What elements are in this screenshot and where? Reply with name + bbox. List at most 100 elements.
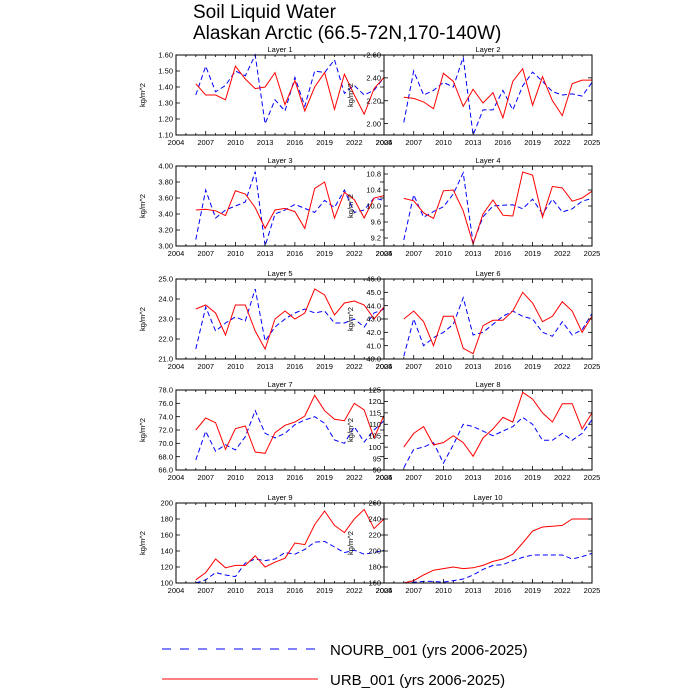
x-tick-label: 2010 (227, 473, 244, 482)
x-tick-label: 2004 (168, 138, 185, 147)
panel-title: Layer 3 (267, 156, 292, 165)
y-tick-label: 40.0 (366, 355, 381, 364)
y-tick-label: 90 (373, 466, 381, 475)
series-urb-line (195, 508, 385, 581)
y-tick-label: 21.0 (158, 355, 173, 364)
y-tick-label: 74.0 (158, 412, 173, 421)
y-axis-label: kg/m^2 (346, 307, 355, 331)
x-tick-label: 2019 (524, 473, 541, 482)
y-tick-label: 160 (160, 531, 173, 540)
y-tick-label: 260 (368, 499, 381, 508)
y-axis-label: kg/m^2 (138, 194, 147, 218)
panel-title: Layer 8 (475, 380, 500, 389)
x-tick-label: 2004 (168, 249, 185, 258)
y-axis-label: kg/m^2 (346, 83, 355, 107)
legend-nourb-label: NOURB_001 (yrs 2006-2025) (330, 642, 528, 659)
x-tick-label: 2019 (316, 586, 333, 595)
x-tick-label: 2004 (376, 586, 393, 595)
x-tick-label: 2007 (405, 473, 422, 482)
y-tick-label: 115 (369, 409, 381, 418)
x-tick-label: 2013 (257, 138, 274, 147)
series-nourb-line (403, 416, 593, 468)
x-tick-label: 2016 (495, 249, 512, 258)
legend: NOURB_001 (yrs 2006-2025) URB_001 (yrs 2… (162, 642, 528, 689)
y-tick-label: 140 (160, 547, 173, 556)
y-tick-label: 3.60 (158, 194, 173, 203)
y-tick-label: 95 (373, 454, 381, 463)
x-tick-label: 2022 (554, 362, 571, 371)
x-tick-label: 2025 (376, 138, 393, 147)
x-tick-label: 2022 (346, 362, 363, 371)
x-tick-label: 2016 (495, 138, 512, 147)
y-tick-label: 2.20 (366, 96, 381, 105)
y-tick-label: 1.50 (158, 67, 173, 76)
y-tick-label: 1.40 (158, 83, 173, 92)
x-tick-label: 2019 (316, 249, 333, 258)
x-tick-label: 2022 (554, 138, 571, 147)
y-tick-label: 100 (160, 579, 173, 588)
x-tick-label: 2013 (257, 249, 274, 258)
y-tick-label: 22.0 (158, 335, 173, 344)
series-urb-line (403, 291, 593, 355)
x-tick-label: 2025 (376, 249, 393, 258)
y-tick-label: 78.0 (158, 386, 173, 395)
series-nourb-line (403, 552, 593, 584)
panel-title: Layer 4 (475, 156, 500, 165)
x-tick-label: 2019 (524, 138, 541, 147)
y-tick-label: 200 (368, 547, 381, 556)
x-tick-label: 2025 (584, 362, 601, 371)
x-tick-label: 2016 (287, 138, 304, 147)
y-tick-label: 220 (368, 531, 381, 540)
y-tick-label: 3.00 (158, 242, 173, 251)
panel-title: Layer 1 (267, 45, 292, 54)
x-tick-label: 2010 (227, 249, 244, 258)
series-nourb-line (195, 288, 385, 350)
y-tick-label: 23.0 (158, 315, 173, 324)
x-tick-label: 2013 (257, 586, 274, 595)
series-urb-line (195, 181, 385, 230)
x-tick-label: 2013 (465, 473, 482, 482)
x-tick-label: 2025 (584, 473, 601, 482)
plot-frame (383, 165, 593, 247)
x-tick-label: 2010 (435, 362, 452, 371)
y-tick-label: 10.0 (366, 202, 381, 211)
panel-layer-2: Layer 2 kg/m^2 2004 2007 2010 2013 2016 2019 202… (346, 45, 600, 147)
series-urb-line (195, 65, 385, 116)
y-tick-label: 3.20 (158, 226, 173, 235)
y-tick-label: 105 (368, 431, 381, 440)
panel-layer-1: Layer 1 kg/m^2 2004 2007 2010 2013 2016 2019 202… (138, 45, 392, 147)
x-tick-label: 2007 (197, 249, 214, 258)
panel-layer-3: Layer 3 kg/m^2 2004 2007 2010 2013 2016 2019 202… (138, 156, 392, 258)
y-tick-label: 10.8 (366, 170, 381, 179)
series-nourb-line (195, 409, 385, 461)
y-tick-label: 180 (368, 563, 381, 572)
x-tick-label: 2004 (168, 473, 185, 482)
plot-frame (383, 502, 593, 584)
x-tick-label: 2007 (405, 586, 422, 595)
legend-urb-label: URB_001 (yrs 2006-2025) (330, 672, 505, 689)
x-tick-label: 2019 (524, 249, 541, 258)
x-tick-label: 2016 (287, 586, 304, 595)
y-tick-label: 240 (368, 515, 381, 524)
panel-layer-4: Layer 4 kg/m^2 2004 2007 2010 2013 2016 2019 202… (346, 156, 600, 258)
y-tick-label: 66.0 (158, 466, 173, 475)
x-tick-label: 2025 (376, 362, 393, 371)
panel-title: Layer 2 (475, 45, 500, 54)
x-tick-label: 2025 (584, 138, 601, 147)
x-tick-label: 2007 (197, 473, 214, 482)
x-tick-label: 2019 (524, 586, 541, 595)
y-tick-label: 68.0 (158, 452, 173, 461)
panels-group: Layer 1 kg/m^2 2004 2007 2010 2013 2016 2019 202… (138, 45, 600, 595)
x-tick-label: 2010 (435, 138, 452, 147)
series-nourb-line (195, 53, 385, 126)
x-tick-label: 2007 (197, 362, 214, 371)
panel-title: Layer 9 (267, 493, 292, 502)
y-tick-label: 1.60 (158, 51, 173, 60)
x-tick-label: 2025 (584, 249, 601, 258)
x-tick-label: 2010 (435, 586, 452, 595)
panel-layer-6: Layer 6 kg/m^2 2004 2007 2010 2013 2016 2019 202… (346, 269, 600, 371)
x-tick-label: 2007 (197, 138, 214, 147)
series-nourb-line (195, 171, 385, 247)
y-tick-label: 125 (368, 386, 381, 395)
panel-title: Layer 10 (473, 493, 502, 502)
